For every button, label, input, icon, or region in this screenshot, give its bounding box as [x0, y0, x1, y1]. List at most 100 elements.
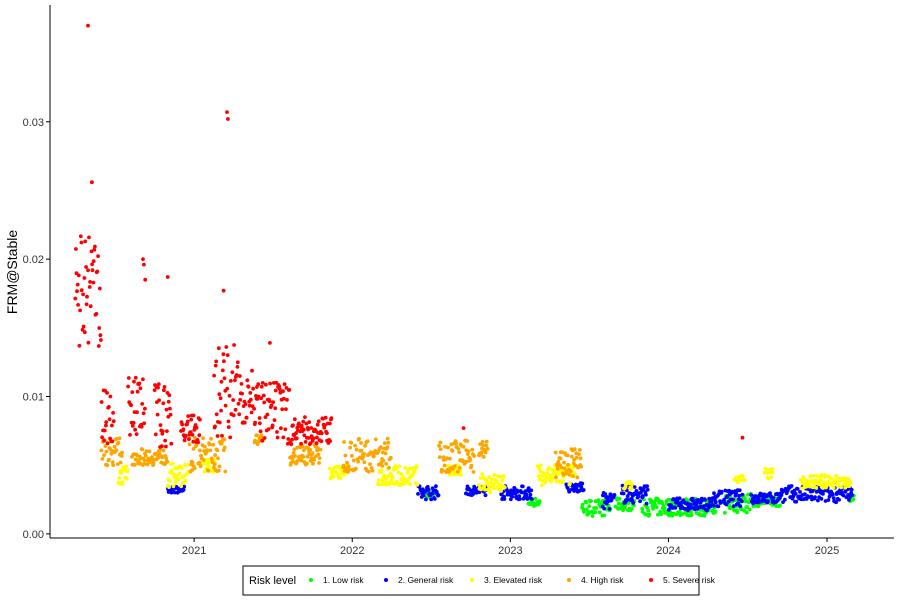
severe-risk-point [141, 411, 146, 416]
general-risk-point [716, 504, 721, 509]
severe-risk-point [294, 436, 299, 441]
general-risk-point [644, 492, 648, 497]
high-risk-point [222, 437, 227, 442]
high-risk-point [211, 442, 216, 447]
high-risk-point [481, 455, 486, 459]
general-risk-point [830, 492, 835, 497]
legend-title: Risk level [249, 575, 296, 587]
general-risk-point [499, 492, 504, 497]
x-tick-label: 2021 [182, 545, 206, 557]
general-risk-point [607, 495, 611, 500]
high-risk-point [437, 455, 442, 459]
high-risk-point [438, 440, 443, 445]
high-risk-point [165, 459, 170, 464]
severe-risk-point [281, 389, 285, 394]
elevated-risk-point [834, 473, 838, 478]
low-risk-point [851, 497, 856, 502]
severe-risk-point [76, 273, 81, 278]
legend-label: 3. Elevated risk [484, 575, 543, 585]
severe-risk-point [226, 425, 231, 429]
elevated-risk-point [549, 479, 554, 484]
general-risk-point [850, 493, 854, 498]
low-risk-point [778, 503, 782, 508]
severe-risk-point [128, 433, 132, 437]
severe-risk-point [155, 412, 160, 417]
elevated-risk-point [555, 472, 560, 477]
low-risk-point [677, 509, 682, 514]
severe-risk-point [84, 302, 89, 307]
elevated-risk-point [629, 486, 634, 491]
elevated-risk-point [338, 476, 343, 481]
elevated-risk-point [822, 480, 826, 485]
severe-risk-point [91, 259, 96, 264]
high-risk-point [151, 461, 156, 466]
severe-risk-point [740, 435, 745, 440]
low-risk-point [662, 506, 667, 511]
severe-risk-point [165, 429, 169, 433]
severe-risk-point [183, 433, 188, 438]
high-risk-point [292, 447, 297, 452]
general-risk-point [607, 507, 612, 511]
low-risk-point [629, 507, 634, 511]
high-risk-point [347, 467, 352, 472]
high-risk-point [446, 445, 450, 450]
high-risk-point [353, 443, 357, 448]
severe-risk-point [86, 268, 90, 273]
elevated-risk-point [815, 473, 819, 478]
general-risk-point [705, 508, 709, 513]
elevated-risk-point [414, 464, 419, 469]
severe-risk-point [164, 444, 168, 449]
low-risk-point [586, 511, 591, 516]
high-risk-point [350, 454, 354, 458]
elevated-risk-point [415, 482, 420, 487]
general-risk-point [771, 496, 776, 500]
high-risk-point [318, 447, 323, 452]
high-risk-point [201, 458, 206, 462]
severe-risk-point [153, 432, 158, 437]
high-risk-point [456, 446, 461, 451]
severe-risk-point [238, 398, 243, 402]
high-risk-point [107, 457, 111, 462]
general-risk-point [803, 492, 807, 496]
elevated-risk-point [498, 474, 502, 479]
severe-risk-point [73, 296, 78, 301]
severe-risk-point [302, 433, 307, 438]
general-risk-point [471, 492, 476, 496]
severe-risk-point [152, 388, 157, 392]
general-risk-point [739, 499, 744, 504]
y-tick-label: 0.02 [23, 254, 44, 266]
high-risk-point [363, 443, 367, 448]
general-risk-point [724, 502, 729, 507]
severe-risk-point [86, 340, 91, 345]
high-risk-point [577, 452, 581, 457]
high-risk-point [447, 456, 452, 461]
low-risk-point [654, 505, 659, 510]
general-risk-point [766, 499, 770, 503]
general-risk-point [711, 503, 716, 508]
high-risk-point [464, 459, 469, 464]
elevated-risk-point [630, 482, 634, 487]
severe-risk-point [311, 436, 316, 441]
high-risk-point [368, 462, 372, 467]
severe-risk-point [111, 411, 115, 415]
general-risk-point [181, 488, 186, 492]
high-risk-point [387, 465, 391, 470]
severe-risk-point [221, 352, 226, 357]
high-risk-point [366, 469, 371, 474]
high-risk-point [103, 444, 108, 448]
severe-risk-point [306, 427, 310, 432]
high-risk-point [206, 469, 211, 473]
low-risk-point [533, 496, 538, 501]
severe-risk-point [90, 180, 94, 185]
severe-risk-point [169, 441, 174, 446]
severe-risk-point [323, 423, 327, 428]
high-risk-point [223, 469, 228, 474]
elevated-risk-point [180, 466, 184, 470]
severe-risk-point [79, 240, 84, 245]
general-risk-point [809, 494, 814, 499]
severe-risk-point [268, 341, 272, 345]
severe-risk-point [306, 436, 311, 440]
elevated-risk-point [538, 469, 543, 474]
elevated-risk-point [811, 474, 816, 478]
elevated-risk-point [481, 475, 485, 480]
